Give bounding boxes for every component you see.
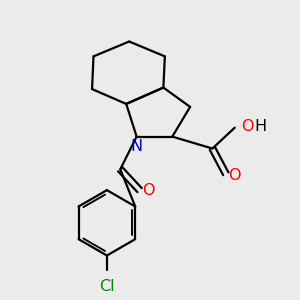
Text: H: H — [255, 119, 267, 134]
Text: O: O — [241, 119, 254, 134]
Text: N: N — [130, 139, 143, 154]
Text: O: O — [229, 168, 241, 183]
Text: Cl: Cl — [99, 279, 115, 294]
Text: O: O — [142, 183, 155, 198]
